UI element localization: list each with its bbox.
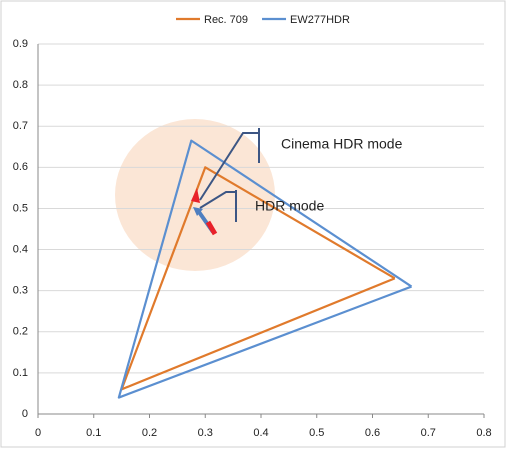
x-tick-label: 0.3 (198, 427, 213, 439)
arrow-head (191, 188, 200, 203)
x-tick-label: 0.5 (309, 427, 324, 439)
series-line (120, 166, 396, 391)
annotation: HDR mode (255, 198, 324, 214)
x-tick-label: 0.1 (86, 427, 101, 439)
x-tick-label: 0 (35, 427, 41, 439)
x-tick-label: 0.2 (142, 427, 157, 439)
legend-label: EW277HDR (290, 14, 350, 26)
y-tick-label: 0.2 (13, 326, 28, 338)
x-tick-label: 0.6 (365, 427, 380, 439)
arrow-head (193, 207, 203, 216)
annotation: Cinema HDR mode (281, 136, 403, 152)
legend-label: Rec. 709 (204, 14, 248, 26)
y-tick-label: 0.4 (13, 243, 28, 255)
y-tick-label: 0.9 (13, 38, 28, 50)
callout-line (199, 128, 260, 222)
y-tick-label: 0.6 (13, 161, 28, 173)
x-tick-label: 0.7 (421, 427, 436, 439)
series-line (117, 139, 413, 399)
y-tick-label: 0.5 (13, 202, 28, 214)
y-tick-label: 0.3 (13, 285, 28, 297)
y-tick-label: 0.7 (13, 120, 28, 132)
arrow (205, 220, 218, 236)
x-tick-label: 0.4 (253, 427, 268, 439)
y-tick-label: 0.1 (13, 367, 28, 379)
y-tick-label: 0 (22, 408, 28, 420)
y-tick-label: 0.8 (13, 79, 28, 91)
x-tick-label: 0.8 (476, 427, 491, 439)
